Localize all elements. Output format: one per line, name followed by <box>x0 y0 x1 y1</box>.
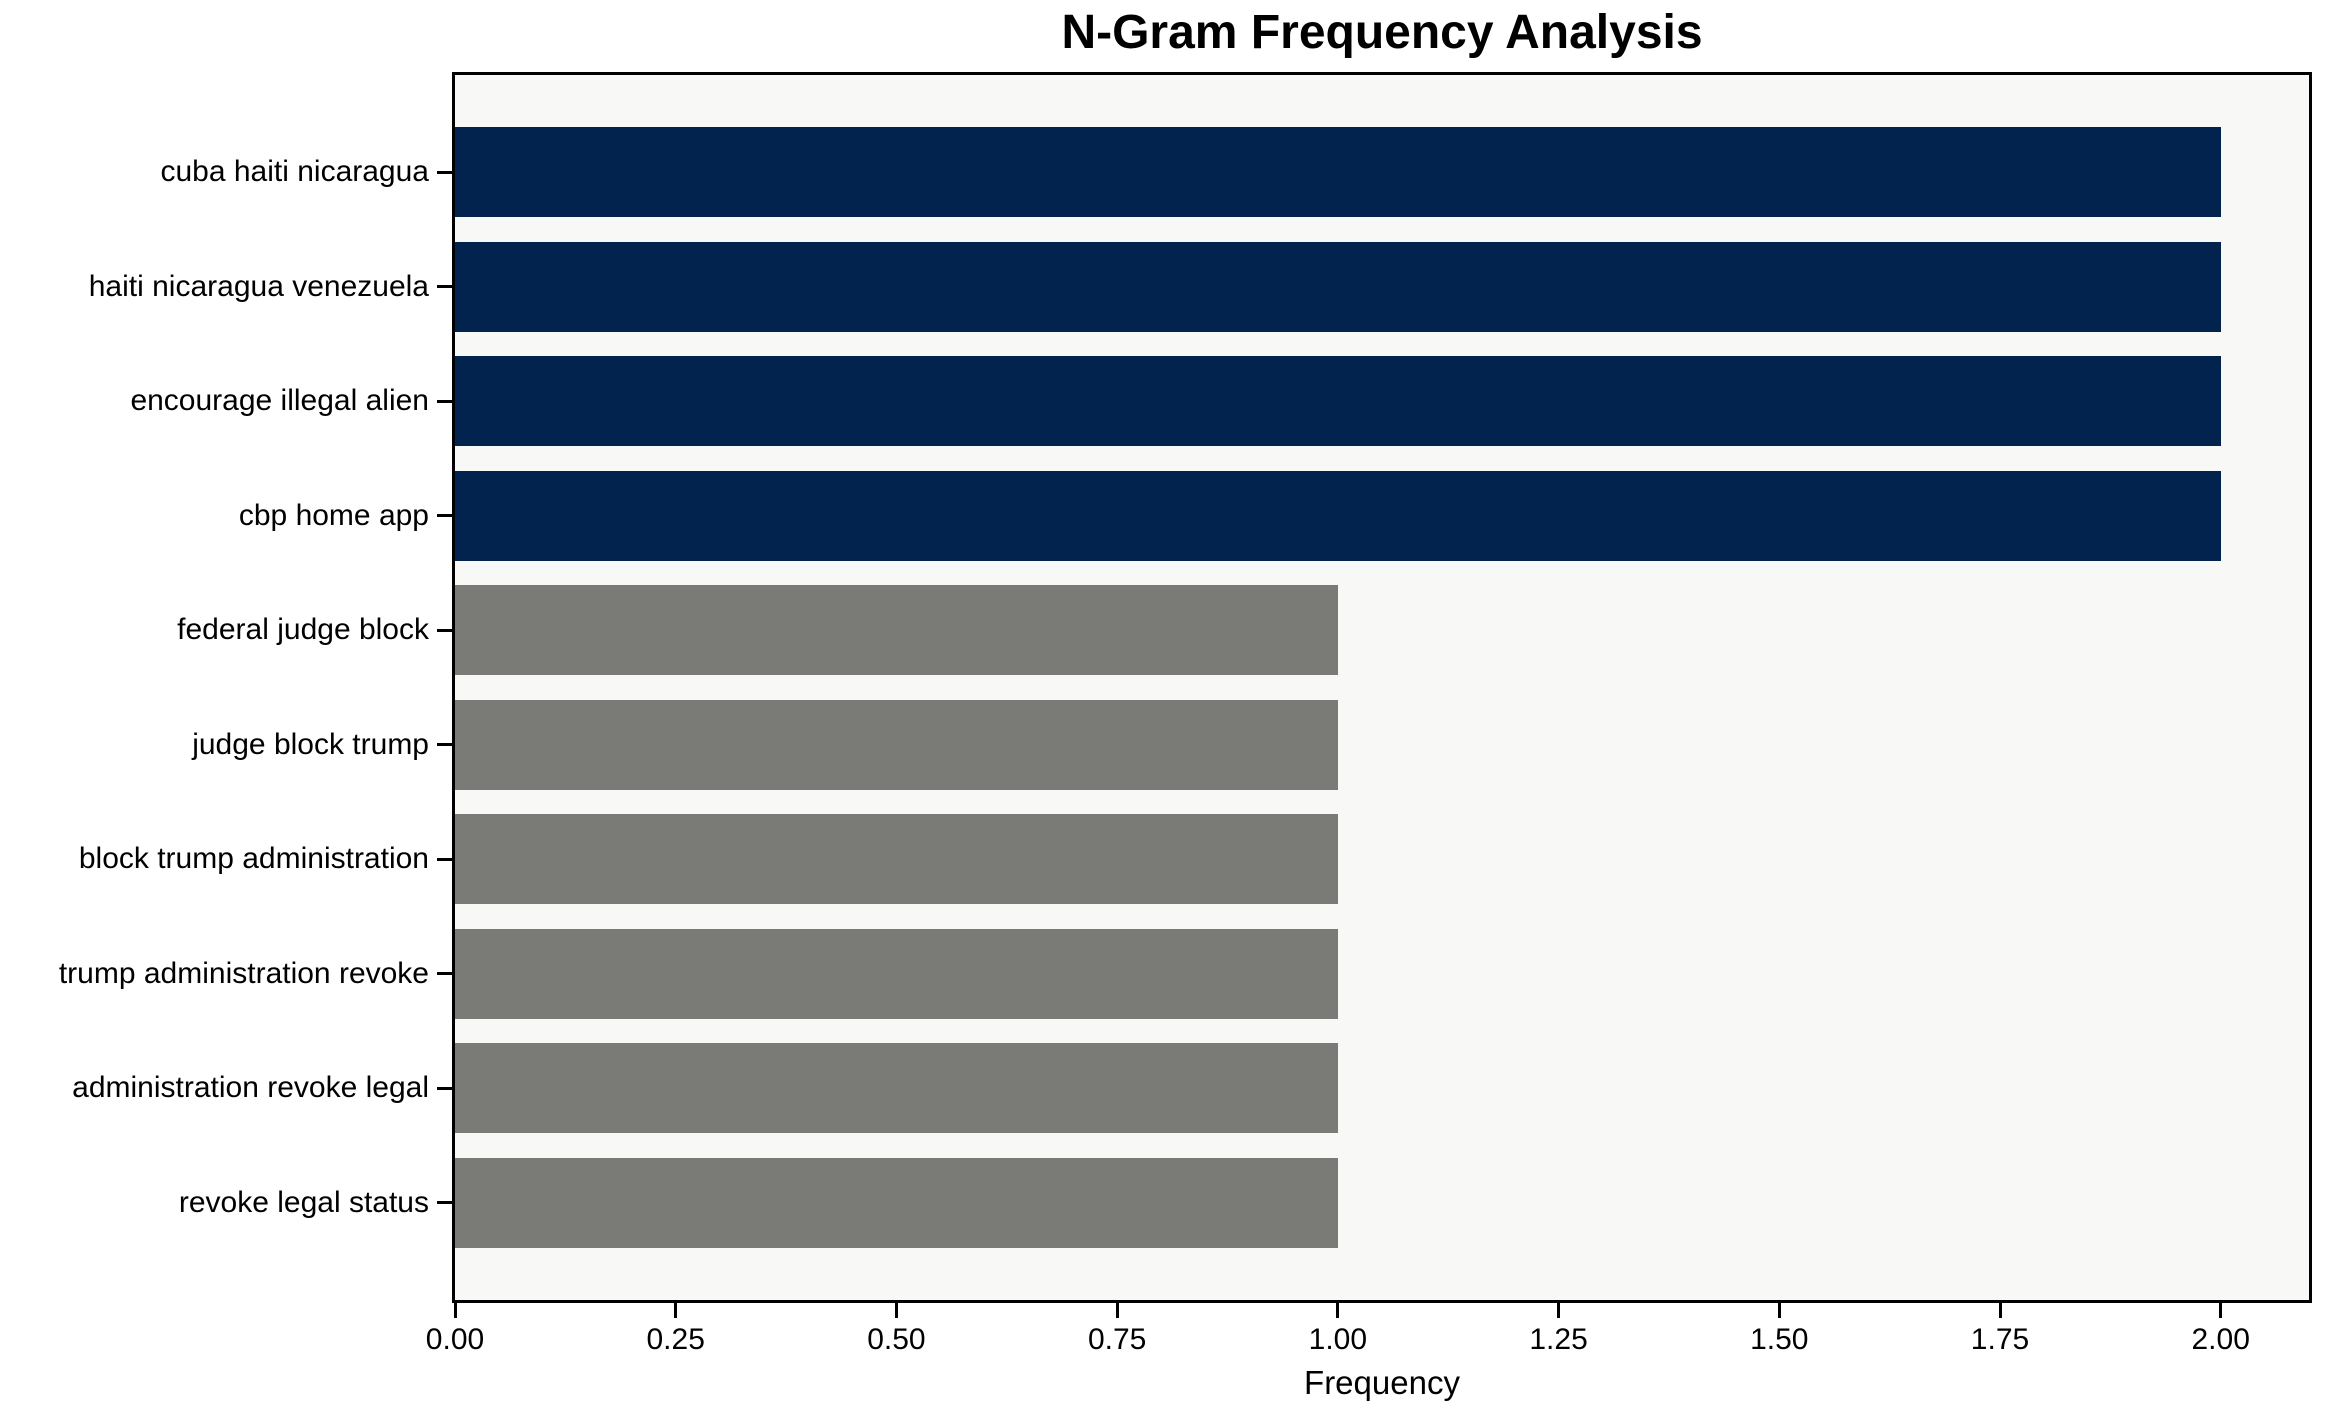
y-tick-label: cbp home app <box>238 498 429 532</box>
x-axis-label: Frequency <box>1304 1364 1460 1401</box>
x-tick-label: 1.00 <box>1308 1323 1368 1356</box>
x-tick-mark <box>453 1303 457 1318</box>
bar <box>455 928 1338 1019</box>
y-tick-mark <box>437 514 452 517</box>
y-tick-label: revoke legal status <box>178 1185 429 1219</box>
y-tick-mark <box>437 399 452 403</box>
bar <box>455 356 2221 446</box>
x-tick-mark <box>894 1303 898 1318</box>
bar <box>455 1043 1338 1133</box>
x-tick-label: 1.25 <box>1529 1323 1588 1356</box>
bar <box>455 241 2221 332</box>
y-tick-mark <box>437 857 452 861</box>
bar <box>455 585 1338 675</box>
plot-area <box>452 72 2312 1303</box>
x-tick-mark <box>1557 1303 1561 1318</box>
bar <box>455 127 2221 217</box>
x-tick-mark <box>1336 1303 1340 1318</box>
x-tick-mark <box>1998 1303 2002 1318</box>
y-tick-mark <box>437 1086 452 1090</box>
x-tick-mark <box>1115 1303 1119 1318</box>
x-tick-label: 1.75 <box>1970 1323 2030 1356</box>
y-tick-mark <box>437 972 452 975</box>
x-tick-label: 1.50 <box>1750 1323 1809 1356</box>
y-tick-label: administration revoke legal <box>72 1071 429 1104</box>
x-tick-label: 0.25 <box>646 1323 705 1356</box>
x-tick-mark <box>1777 1303 1781 1318</box>
bar <box>455 814 1338 904</box>
y-tick-mark <box>437 743 452 746</box>
y-tick-mark <box>437 1201 452 1204</box>
x-tick-mark <box>2219 1303 2223 1318</box>
chart-title: N-Gram Frequency Analysis <box>1061 6 1703 59</box>
y-tick-label: block trump administration <box>78 842 429 875</box>
y-tick-label: judge block trump <box>192 727 429 761</box>
bar <box>455 1157 1338 1248</box>
x-tick-mark <box>674 1303 678 1318</box>
y-tick-label: haiti nicaragua venezuela <box>88 269 429 303</box>
y-tick-label: encourage illegal alien <box>130 384 429 417</box>
bar <box>455 699 1338 790</box>
x-tick-label: 0.75 <box>1087 1323 1147 1356</box>
y-tick-label: trump administration revoke <box>58 956 429 990</box>
x-tick-label: 2.00 <box>2191 1323 2250 1356</box>
x-tick-label: 0.00 <box>425 1323 485 1356</box>
y-tick-mark <box>437 628 452 632</box>
x-tick-label: 0.50 <box>867 1323 926 1356</box>
bar <box>455 470 2221 561</box>
y-tick-mark <box>437 170 452 174</box>
y-tick-mark <box>437 285 452 288</box>
y-tick-label: federal judge block <box>177 613 429 646</box>
y-tick-label: cuba haiti nicaragua <box>160 155 429 188</box>
